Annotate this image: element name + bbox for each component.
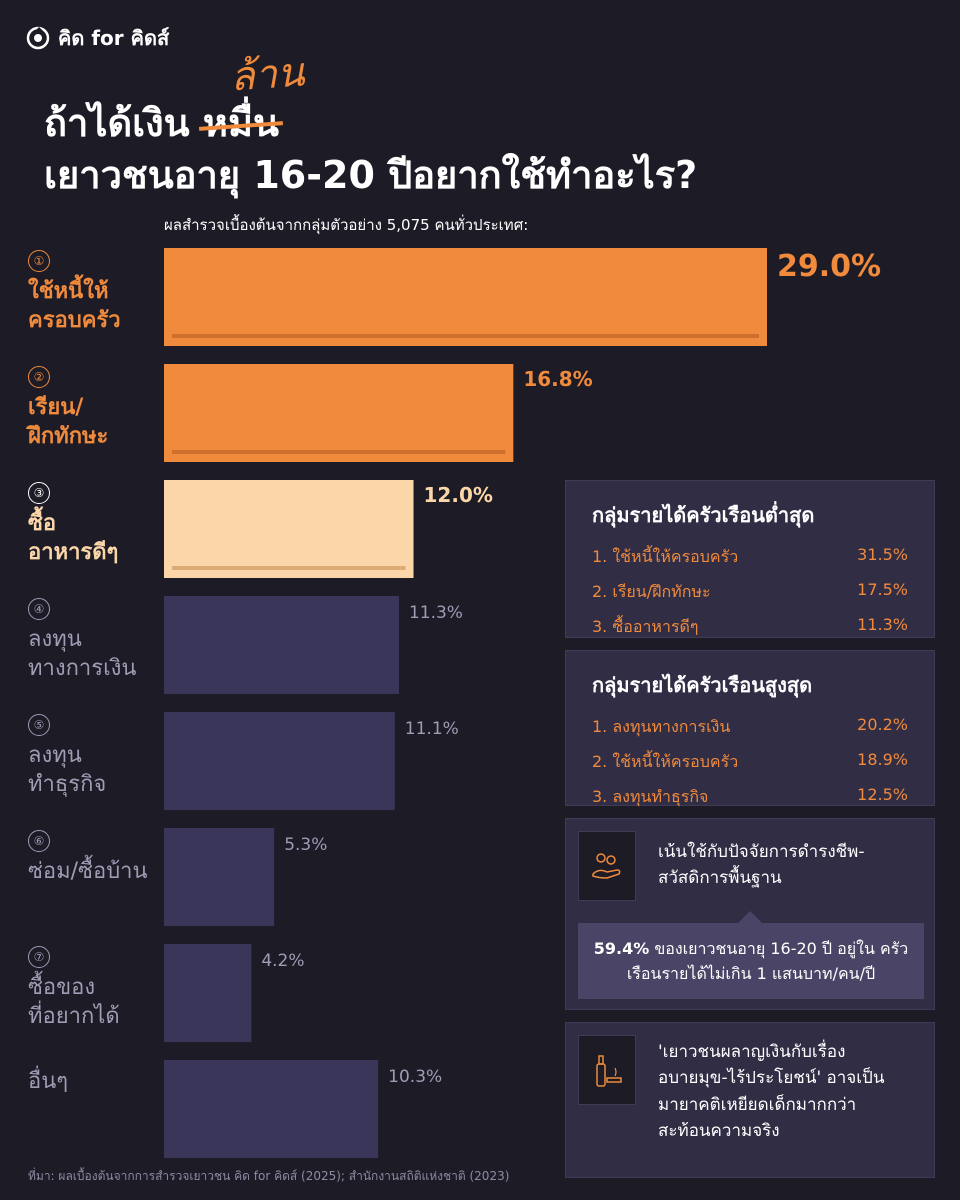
basic-needs-stat-box: 59.4% ของเยาวชนอายุ 16-20 ปี อยู่ใน ครัว… bbox=[578, 911, 924, 999]
bar-value-label: 29.0% bbox=[777, 249, 881, 284]
bar-value-label: 16.8% bbox=[523, 367, 592, 391]
bar bbox=[164, 712, 395, 810]
high-income-row-label: 1. ลงทุนทางการเงิน bbox=[592, 717, 731, 736]
category-number: ③ bbox=[28, 482, 50, 504]
brand-name: คิด for คิดส์ bbox=[58, 26, 170, 50]
low-income-row-label: 1. ใช้หนี้ให้ครอบครัว bbox=[592, 547, 739, 566]
bar-value-label: 11.1% bbox=[405, 719, 459, 739]
low-income-row: 1. ใช้หนี้ให้ครอบครัว 31.5% bbox=[592, 545, 908, 570]
basic-needs-stat-value: 59.4% bbox=[593, 939, 650, 958]
high-income-row-label: 2. ใช้หนี้ให้ครอบครัว bbox=[592, 752, 739, 771]
high-income-panel: กลุ่มรายได้ครัวเรือนสูงสุด 1. ลงทุนทางกา… bbox=[565, 650, 935, 806]
high-income-row: 1. ลงทุนทางการเงิน 20.2% bbox=[592, 715, 908, 740]
category-number: ① bbox=[28, 250, 50, 272]
bar-value-label: 11.3% bbox=[409, 603, 463, 623]
brand-logo: คิด for คิดส์ bbox=[26, 22, 169, 54]
category-label: ⑥ ซ่อม/ซื้อบ้าน bbox=[28, 830, 168, 887]
hand-with-food-icon bbox=[578, 831, 636, 901]
title-struck-word: หมื่น bbox=[203, 92, 279, 153]
bar-value-label: 5.3% bbox=[284, 835, 327, 855]
brand-logo-icon bbox=[26, 26, 50, 50]
bar-value-label: 12.0% bbox=[424, 483, 493, 507]
bar-value-label: 4.2% bbox=[261, 951, 304, 971]
category-number: ② bbox=[28, 366, 50, 388]
category-label: ④ ลงทุน ทางการเงิน bbox=[28, 598, 168, 683]
high-income-row-value: 20.2% bbox=[857, 715, 908, 734]
basic-needs-note: เน้นใช้กับปัจจัยการดำรงชีพ- สวัสดิการพื้… bbox=[565, 818, 935, 1010]
category-label: ③ ซื้อ อาหารดีๆ bbox=[28, 482, 168, 567]
bar bbox=[164, 248, 767, 346]
low-income-row: 2. เรียน/ฝึกทักษะ 17.5% bbox=[592, 580, 908, 605]
category-label: ⑤ ลงทุน ทำธุรกิจ bbox=[28, 714, 168, 799]
basic-needs-stat-text: ของเยาวชนอายุ 16-20 ปี อยู่ใน ครัวเรือนร… bbox=[626, 939, 909, 983]
bar-illustration bbox=[172, 450, 506, 454]
low-income-row-value: 31.5% bbox=[857, 545, 908, 564]
page-title-line-2: เยาวชนอายุ 16-20 ปีอยากใช้ทำอะไร? bbox=[44, 153, 698, 197]
category-label: ② เรียน/ ฝึกทักษะ bbox=[28, 366, 168, 451]
category-number: ⑥ bbox=[28, 830, 50, 852]
category-number: ⑤ bbox=[28, 714, 50, 736]
basic-needs-note-text: เน้นใช้กับปัจจัยการดำรงชีพ- สวัสดิการพื้… bbox=[658, 842, 865, 889]
high-income-panel-title: กลุ่มรายได้ครัวเรือนสูงสุด bbox=[592, 673, 813, 697]
vice-myth-note: 'เยาวชนผลาญเงินกับเรื่อง อบายมุข-ไร้ประโ… bbox=[565, 1022, 935, 1178]
category-number: ④ bbox=[28, 598, 50, 620]
category-text: ซื้อของ ที่อยากได้ bbox=[28, 975, 120, 1029]
category-text: ลงทุน ทำธุรกิจ bbox=[28, 743, 107, 797]
bar bbox=[164, 828, 275, 926]
low-income-row-label: 2. เรียน/ฝึกทักษะ bbox=[592, 582, 711, 601]
category-label: ⑦ ซื้อของ ที่อยากได้ bbox=[28, 946, 168, 1031]
bottle-cigarette-icon bbox=[578, 1035, 636, 1105]
bar bbox=[164, 364, 514, 462]
low-income-panel: กลุ่มรายได้ครัวเรือนต่ำสุด 1. ใช้หนี้ให้… bbox=[565, 480, 935, 638]
survey-subtitle: ผลสำรวจเบื้องต้นจากกลุ่มตัวอย่าง 5,075 ค… bbox=[164, 216, 529, 234]
bar-illustration bbox=[172, 566, 406, 570]
bar-value-label: 10.3% bbox=[388, 1067, 442, 1087]
low-income-row-value: 17.5% bbox=[857, 580, 908, 599]
category-text: ซื้อ อาหารดีๆ bbox=[28, 511, 119, 565]
high-income-row-label: 3. ลงทุนทำธุรกิจ bbox=[592, 787, 709, 806]
category-text: ลงทุน ทางการเงิน bbox=[28, 627, 137, 681]
high-income-row: 3. ลงทุนทำธุรกิจ 12.5% bbox=[592, 785, 908, 810]
low-income-row-label: 3. ซื้ออาหารดีๆ bbox=[592, 617, 699, 636]
category-text: เรียน/ ฝึกทักษะ bbox=[28, 395, 109, 449]
category-label: ① ใช้หนี้ให้ ครอบครัว bbox=[28, 250, 168, 335]
category-label: อื่นๆ bbox=[28, 1068, 168, 1097]
high-income-row: 2. ใช้หนี้ให้ครอบครัว 18.9% bbox=[592, 750, 908, 775]
high-income-row-value: 18.9% bbox=[857, 750, 908, 769]
high-income-row-value: 12.5% bbox=[857, 785, 908, 804]
category-text: ใช้หนี้ให้ ครอบครัว bbox=[28, 279, 121, 333]
low-income-row-value: 11.3% bbox=[857, 615, 908, 634]
bar bbox=[164, 1060, 379, 1158]
title-prefix: ถ้าได้เงิน bbox=[44, 101, 190, 145]
low-income-panel-title: กลุ่มรายได้ครัวเรือนต่ำสุด bbox=[592, 503, 815, 527]
page-title-line-1: ถ้าได้เงิน หมื่น bbox=[44, 92, 279, 153]
category-text: ซ่อม/ซื้อบ้าน bbox=[28, 859, 148, 884]
bar-illustration bbox=[172, 334, 759, 338]
category-number: ⑦ bbox=[28, 946, 50, 968]
low-income-row: 3. ซื้ออาหารดีๆ 11.3% bbox=[592, 615, 908, 640]
bar bbox=[164, 944, 252, 1042]
category-text: อื่นๆ bbox=[28, 1069, 69, 1094]
source-footer: ที่มา: ผลเบื้องต้นจากการสำรวจเยาวชน คิด … bbox=[28, 1169, 510, 1183]
vice-myth-note-text: 'เยาวชนผลาญเงินกับเรื่อง อบายมุข-ไร้ประโ… bbox=[658, 1042, 885, 1142]
bar bbox=[164, 480, 414, 578]
bar bbox=[164, 596, 399, 694]
